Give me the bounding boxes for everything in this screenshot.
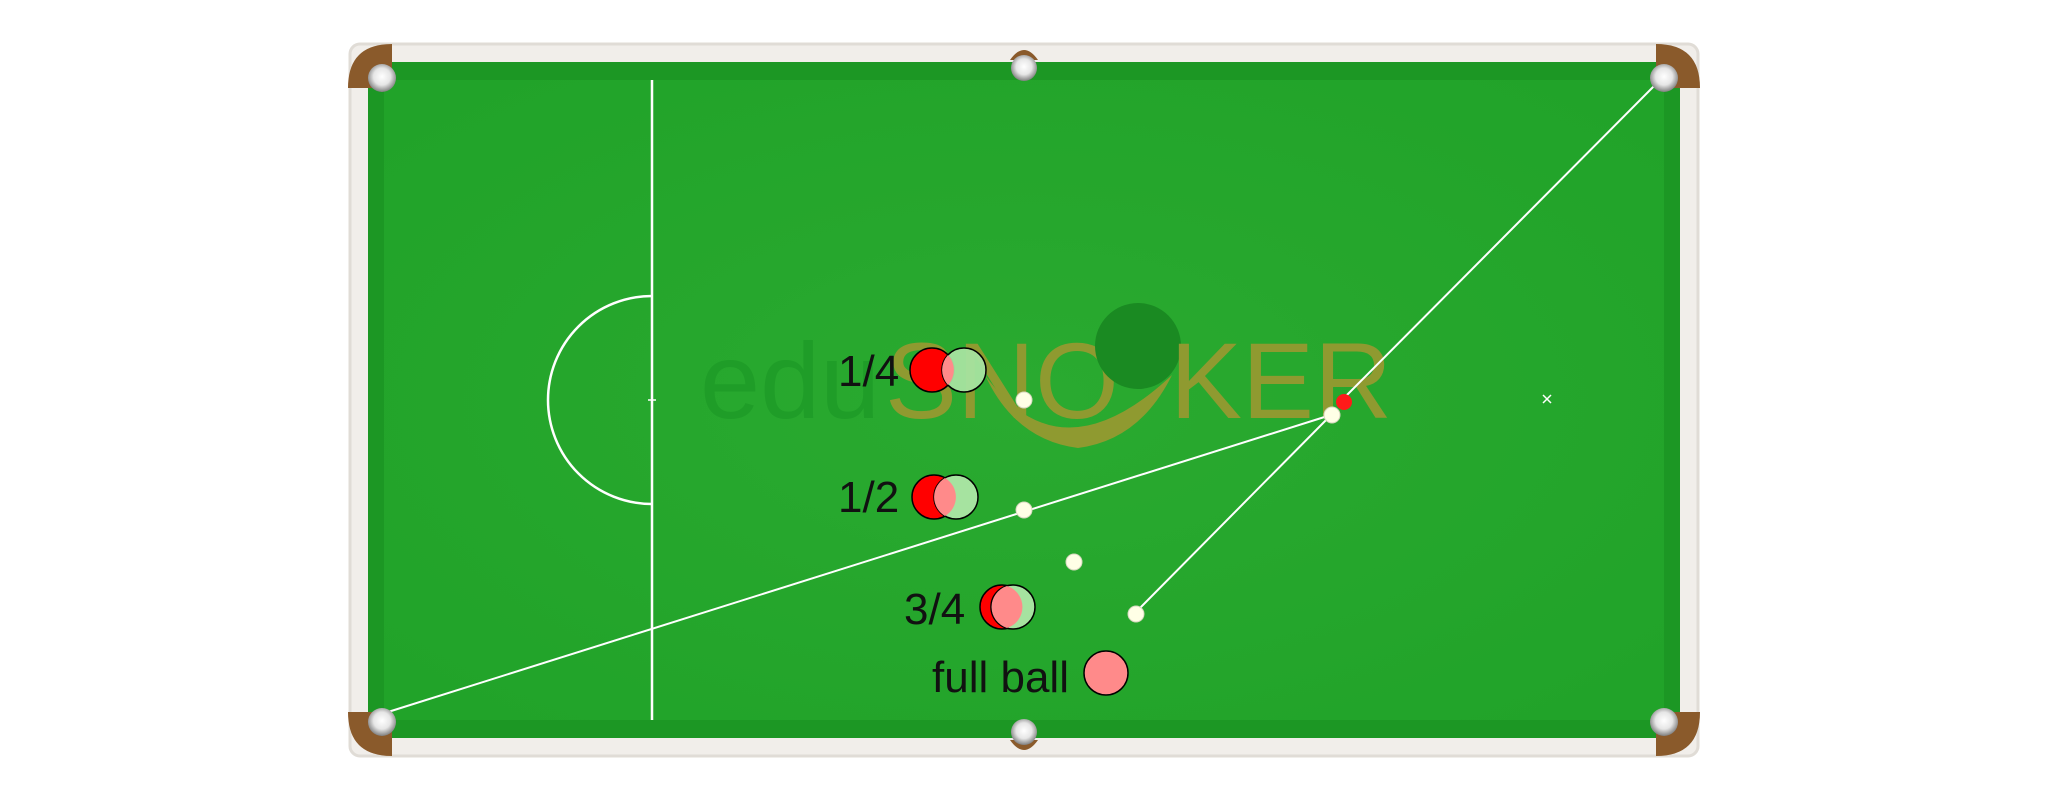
overlap-region <box>934 478 956 516</box>
pocket-icon <box>368 64 396 92</box>
logo-ker: KER <box>1170 320 1392 441</box>
logo-edu: edu <box>700 320 880 441</box>
pocket-icon <box>1011 55 1037 81</box>
label-quarter: 1/4 <box>838 347 899 396</box>
baulk-d <box>546 294 653 506</box>
cue-ball-half <box>1015 501 1033 519</box>
overlap-region <box>942 355 954 385</box>
pocket-bottom-left <box>348 708 396 756</box>
pocket-top-right <box>1650 44 1700 92</box>
edusnooker-logo: edu SNO KER <box>700 303 1392 448</box>
cue-ball-three-quarter <box>1065 553 1083 571</box>
pocket-bottom-middle <box>1010 719 1038 750</box>
pocket-icon <box>368 708 396 736</box>
label-three-quarter: 3/4 <box>904 585 965 634</box>
pocket-top-middle <box>1010 50 1038 81</box>
logo-o-ball <box>1095 303 1181 389</box>
ball-icon <box>1083 650 1129 696</box>
cue-ball-start <box>1127 605 1145 623</box>
pocket-icon <box>1011 719 1037 745</box>
aim-line-cue-path <box>1135 411 1335 613</box>
cue-ball-contact <box>1323 406 1341 424</box>
pocket-top-left <box>348 44 396 92</box>
aim-line-red-to-pocket <box>1341 79 1661 401</box>
cue-ball-quarter <box>1015 391 1033 409</box>
legend-half-ball: 1/2 <box>838 473 979 522</box>
pocket-icon <box>1650 708 1678 736</box>
label-full: full ball <box>932 653 1069 702</box>
aim-line-cue-to-pocket <box>387 413 1335 713</box>
overlap-region <box>991 586 1023 628</box>
legend-full-ball: full ball <box>932 650 1129 702</box>
pocket-bottom-right <box>1650 708 1700 756</box>
label-half: 1/2 <box>838 473 899 522</box>
red-ball <box>1336 394 1352 410</box>
legend-quarter-ball: 1/4 <box>838 347 987 396</box>
legend-three-quarter-ball: 3/4 <box>904 584 1036 634</box>
pocket-icon <box>1650 64 1678 92</box>
logo-o-cup <box>985 375 1172 448</box>
ghost-ball-icon <box>941 347 987 393</box>
rail-shadow <box>348 42 1700 758</box>
black-spot-mark <box>1542 394 1552 404</box>
